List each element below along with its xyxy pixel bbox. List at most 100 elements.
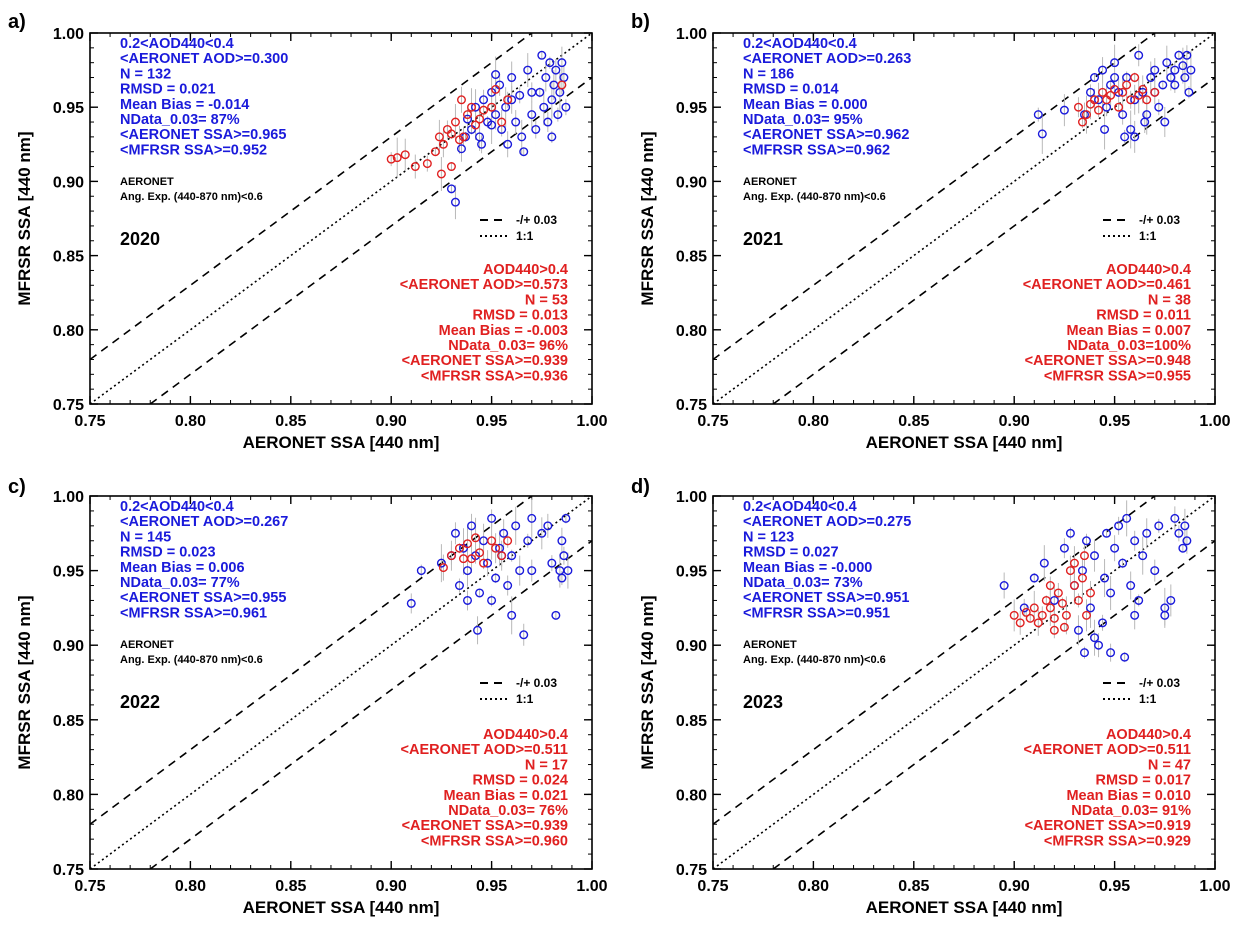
data-points: [406, 498, 573, 646]
data-point: [1122, 80, 1132, 90]
data-point: [1160, 610, 1170, 620]
stats-high-line: RMSD = 0.011: [1096, 308, 1191, 324]
data-point: [539, 102, 549, 112]
stats-high-line: Mean Bias = -0.003: [439, 323, 568, 339]
stats-low-line: <AERONET AOD>=0.300: [120, 51, 288, 67]
data-point: [434, 132, 444, 142]
stats-low-line: <MFRSR SSA>=0.951: [743, 605, 890, 621]
data-point: [1174, 528, 1184, 538]
data-point: [507, 73, 517, 83]
data-point: [475, 114, 485, 124]
data-point: [1170, 513, 1180, 523]
stats-low-line: RMSD = 0.021: [120, 82, 216, 98]
data-point: [1142, 528, 1152, 538]
stats-high-line: <AERONET AOD>=0.461: [1023, 277, 1191, 293]
data-point: [1065, 528, 1075, 538]
stats-high-line: Mean Bias = 0.021: [443, 788, 568, 804]
stats-high-line: <AERONET SSA>=0.939: [402, 353, 568, 369]
stats-low-line: <AERONET AOD>=0.275: [743, 514, 911, 530]
data-point: [1110, 73, 1120, 83]
year-label: 2023: [743, 692, 783, 712]
note-line: Ang. Exp. (440-870 nm)<0.6: [120, 191, 263, 203]
data-point: [1094, 105, 1104, 115]
data-point: [1150, 87, 1160, 97]
stats-high-line: <AERONET SSA>=0.948: [1025, 353, 1191, 369]
stats-high-line: AOD440>0.4: [483, 727, 568, 743]
data-point: [386, 154, 396, 164]
data-point: [1110, 58, 1120, 68]
data-point: [463, 595, 473, 605]
data-point: [517, 132, 527, 142]
y-tick-label: 0.75: [53, 397, 84, 414]
data-point: [487, 536, 497, 546]
data-point: [1178, 543, 1188, 553]
data-point: [477, 139, 487, 149]
data-point: [523, 536, 533, 546]
data-point: [527, 110, 537, 120]
data-point: [471, 120, 481, 130]
data-point: [511, 521, 521, 531]
stats-high-line: N = 47: [1148, 757, 1191, 773]
stats-high-line: AOD440>0.4: [1106, 262, 1191, 278]
x-tick-label: 0.85: [275, 878, 306, 895]
data-point: [1073, 625, 1083, 635]
data-point: [1170, 80, 1180, 90]
data-point: [487, 120, 497, 130]
stats-low-line: Mean Bias = -0.000: [743, 560, 872, 576]
data-point: [543, 521, 553, 531]
data-point: [551, 65, 561, 75]
data-point: [1120, 652, 1130, 662]
stats-high-line: RMSD = 0.024: [472, 773, 568, 789]
data-point: [446, 184, 456, 194]
x-tick-label: 0.75: [74, 413, 105, 430]
x-tick-label: 0.75: [74, 878, 105, 895]
data-point: [1061, 610, 1071, 620]
x-tick-label: 0.90: [376, 878, 407, 895]
data-point: [1126, 581, 1136, 591]
stats-high-line: AOD440>0.4: [483, 262, 568, 278]
stats-high-line: RMSD = 0.017: [1095, 773, 1191, 789]
data-point: [456, 144, 466, 154]
stats-high-line: Mean Bias = 0.007: [1066, 323, 1191, 339]
data-point: [467, 521, 477, 531]
data-point: [547, 95, 557, 105]
data-point: [557, 573, 567, 583]
data-point: [515, 566, 525, 576]
stats-low-line: N = 145: [120, 529, 171, 545]
data-point: [1037, 610, 1047, 620]
data-point: [1182, 50, 1192, 60]
y-tick-label: 0.90: [676, 174, 707, 191]
stats-low-line: Mean Bias = 0.000: [743, 97, 868, 113]
panel-label: b): [631, 11, 650, 33]
y-tick-label: 0.95: [53, 564, 84, 581]
data-point: [1021, 607, 1031, 617]
x-tick-label: 0.90: [999, 878, 1030, 895]
x-tick-label: 0.80: [175, 413, 206, 430]
data-point: [491, 70, 501, 80]
y-tick-label: 0.75: [676, 862, 707, 879]
stats-high-line: <MFRSR SSA>=0.955: [1044, 368, 1191, 384]
x-axis-label: AERONET SSA [440 nm]: [243, 433, 440, 452]
data-point: [563, 566, 573, 576]
data-point: [1009, 610, 1019, 620]
stats-high-line: N = 53: [525, 292, 568, 308]
legend-label: -/+ 0.03: [516, 676, 557, 690]
lower-bound-line: [149, 76, 592, 404]
legend-label: 1:1: [1139, 229, 1157, 243]
x-tick-label: 1.00: [576, 413, 607, 430]
data-point: [1098, 618, 1108, 628]
data-points: [999, 500, 1192, 663]
stats-high-line: <MFRSR SSA>=0.929: [1044, 833, 1191, 849]
x-tick-label: 0.95: [476, 878, 507, 895]
stats-low-line: RMSD = 0.027: [743, 545, 839, 561]
data-point: [479, 558, 489, 568]
data-point: [1069, 558, 1079, 568]
data-point: [1041, 595, 1051, 605]
reference-lines: [713, 33, 1215, 404]
plot-frame: [89, 495, 593, 870]
data-point: [511, 117, 521, 127]
y-tick-label: 0.80: [676, 323, 707, 340]
data-point: [1106, 588, 1116, 598]
data-point: [463, 114, 473, 124]
stats-high-line: N = 17: [525, 757, 568, 773]
